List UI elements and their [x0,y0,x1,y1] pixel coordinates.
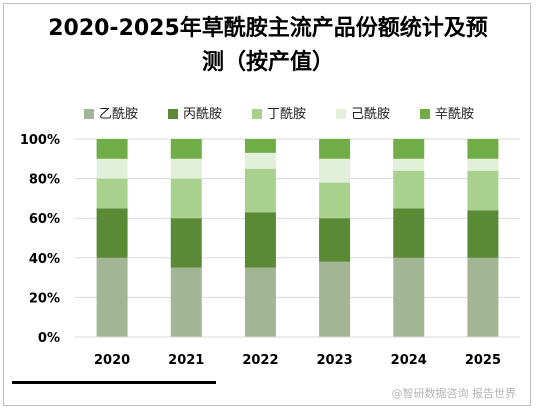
legend-label: 乙酰胺 [99,107,138,122]
bar-segment-丁酰胺-2022 [244,168,276,213]
bar-segment-乙酰胺-2024 [393,257,425,337]
chart-legend: 乙酰胺 丙酰胺 丁酰胺 己酰胺 辛酰胺 [84,107,474,122]
legend-swatch-己酰胺 [336,109,346,119]
bar-segment-己酰胺-2024 [393,158,425,171]
bar-segment-丁酰胺-2020 [96,178,128,209]
x-tick-label: 2022 [242,353,278,368]
bar-segment-辛酰胺-2023 [319,139,351,159]
bar-segment-丙酰胺-2020 [96,208,128,258]
bar-segment-丙酰胺-2023 [319,218,351,262]
bar-segment-辛酰胺-2020 [96,139,128,159]
watermark-text: @智研数据咨询 报告世界 [391,387,517,400]
bar-segment-己酰胺-2020 [96,158,128,179]
decorative-underline [12,381,216,384]
legend-label: 丁酰胺 [267,107,306,122]
y-tick-label: 100% [20,133,60,148]
bar-segment-丁酰胺-2021 [170,178,202,219]
legend-swatch-辛酰胺 [420,109,430,119]
bar-segment-乙酰胺-2023 [319,261,351,337]
y-tick-label: 60% [29,212,60,227]
legend-label: 己酰胺 [351,107,390,122]
legend-swatch-乙酰胺 [84,109,94,119]
y-axis: 0% 20% 40% 60% 80% 100% [20,133,60,346]
bar-segment-己酰胺-2023 [319,158,351,183]
legend-label: 丙酰胺 [183,107,222,122]
bar-segment-乙酰胺-2021 [170,267,202,337]
legend-swatch-丁酰胺 [252,109,262,119]
bar-segment-己酰胺-2025 [467,158,499,171]
chart-title: 2020-2025年草酰胺主流产品份额统计及预 测（按产值） [0,12,536,80]
bar-segment-丙酰胺-2024 [393,208,425,258]
chart-title-line2: 测（按产值） [201,50,334,75]
bar-segment-乙酰胺-2025 [467,257,499,337]
legend-label: 辛酰胺 [435,107,474,122]
y-tick-label: 20% [29,291,60,306]
bar-segment-辛酰胺-2022 [244,139,276,153]
x-axis: 2020 2021 2022 2023 2024 2025 [75,336,520,368]
bar-segment-丙酰胺-2021 [170,218,202,268]
bar-segment-丁酰胺-2023 [319,182,351,219]
x-tick-label: 2020 [94,353,130,368]
bar-segment-己酰胺-2021 [170,158,202,179]
bar-segment-乙酰胺-2020 [96,257,128,337]
bar-segment-乙酰胺-2022 [244,267,276,337]
bar-segment-己酰胺-2022 [244,152,276,169]
bar-segment-辛酰胺-2024 [393,139,425,159]
legend-swatch-丙酰胺 [168,109,178,119]
chart-bars [96,139,499,337]
bar-segment-辛酰胺-2025 [467,139,499,159]
bar-segment-丁酰胺-2024 [393,170,425,209]
x-tick-label: 2023 [316,353,352,368]
chart-title-line1: 2020-2025年草酰胺主流产品份额统计及预 [48,16,488,41]
x-tick-label: 2021 [168,353,204,368]
x-tick-label: 2024 [391,353,427,368]
bar-segment-丁酰胺-2025 [467,170,499,211]
y-tick-label: 40% [29,252,60,267]
y-tick-label: 0% [38,331,60,346]
x-tick-label: 2025 [465,353,501,368]
bar-segment-丙酰胺-2025 [467,210,499,258]
y-tick-label: 80% [29,173,60,188]
bar-segment-辛酰胺-2021 [170,139,202,159]
chart-gridlines [75,138,520,338]
bar-segment-丙酰胺-2022 [244,212,276,268]
